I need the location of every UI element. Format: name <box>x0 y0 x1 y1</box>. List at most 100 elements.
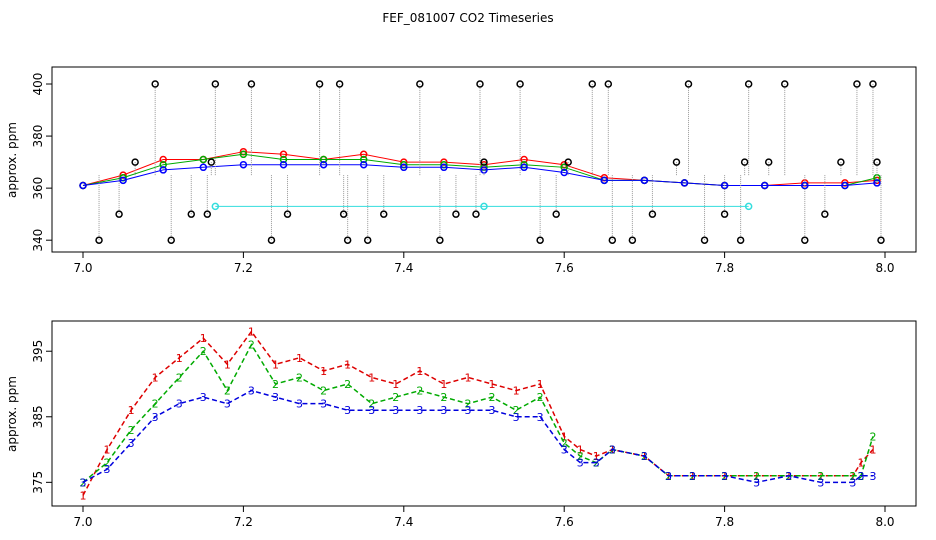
series-3-label: 3 <box>753 476 760 489</box>
series-3-point <box>720 181 729 190</box>
series-1-label: 1 <box>464 371 471 384</box>
series-1-label: 1 <box>248 326 255 339</box>
calibration-point <box>869 80 877 88</box>
bottom-x-axis: 7.0 7.2 7.4 7.6 7.8 8.0 <box>73 506 895 529</box>
series-3-line <box>82 389 873 484</box>
y-tick-label: 385 <box>31 405 45 428</box>
series-3-point <box>359 160 368 169</box>
series-3-label: 3 <box>593 457 600 470</box>
calibration-point <box>516 80 524 88</box>
series-3-label: 3 <box>320 398 327 411</box>
series-1-label: 1 <box>296 352 303 365</box>
series-3-label: 3 <box>641 450 648 463</box>
calibration-point <box>588 80 597 88</box>
series-1-label: 1 <box>857 457 864 470</box>
series-1-label: 1 <box>224 358 231 371</box>
series-3-label: 3 <box>440 404 447 417</box>
series-2-point <box>279 155 288 164</box>
calibration-point <box>476 80 484 88</box>
series-3-point <box>600 176 609 185</box>
top-plot-frame <box>51 66 917 253</box>
y-tick-label: 360 <box>31 177 45 200</box>
calibration-point <box>211 80 220 88</box>
series-2-label: 2 <box>320 385 327 398</box>
calibration-point <box>764 158 773 166</box>
series-3-point <box>801 181 809 190</box>
series-1-label: 1 <box>344 358 351 371</box>
series-2-point <box>199 155 208 164</box>
series-2-label: 2 <box>817 470 824 483</box>
calibration-point <box>339 210 348 218</box>
series-3-label: 3 <box>128 437 135 450</box>
series-3-point <box>440 163 448 172</box>
calibration-point <box>452 210 460 218</box>
series-1-label: 1 <box>577 444 584 457</box>
series-3-point <box>841 181 849 190</box>
top-x-axis: 7.0 7.2 7.4 7.6 7.8 8.0 <box>73 252 895 275</box>
calibration-point <box>480 158 488 166</box>
series-2-label: 2 <box>104 457 111 470</box>
calibration-point <box>564 158 572 166</box>
series-2-label: 2 <box>513 404 520 417</box>
calibration-point <box>744 80 753 88</box>
series-1-label: 1 <box>128 404 135 417</box>
series-3-label: 3 <box>689 470 696 483</box>
calibration-point <box>167 236 175 244</box>
series-2-line <box>82 343 874 483</box>
series-1-label: 1 <box>176 352 183 365</box>
y-tick-label: 400 <box>31 73 45 96</box>
calibration-point <box>335 80 344 88</box>
calibration-point <box>207 158 216 166</box>
calibration-point <box>604 80 613 88</box>
series-3-label: 3 <box>857 470 864 483</box>
calibration-point <box>781 80 789 88</box>
series-1-label: 1 <box>440 378 447 391</box>
series-1-label: 1 <box>80 489 87 502</box>
series-2-label: 2 <box>200 345 207 358</box>
series-3-label: 3 <box>272 391 279 404</box>
series-2-label: 2 <box>344 378 351 391</box>
calibration-point <box>608 236 617 244</box>
series-2-point <box>319 155 328 164</box>
calibration-point <box>552 210 560 218</box>
x-tick-label: 7.6 <box>555 515 574 529</box>
series-1-label: 1 <box>537 378 544 391</box>
x-tick-label: 7.0 <box>73 515 92 529</box>
series-1-label: 1 <box>320 365 327 378</box>
series-2-label: 2 <box>857 470 864 483</box>
series-2-label: 2 <box>561 437 568 450</box>
series-3-point <box>680 179 689 187</box>
series-2-point <box>159 160 167 169</box>
calibration-point <box>315 80 324 88</box>
series-1-point <box>359 150 368 159</box>
calibration-point <box>283 210 292 218</box>
bottom-plot-frame <box>51 320 917 507</box>
series-3-label: 3 <box>577 457 584 470</box>
calibration-point <box>267 236 276 244</box>
series-3-label: 3 <box>224 398 231 411</box>
series-3-label: 3 <box>785 470 792 483</box>
calibration-point <box>472 210 480 218</box>
series-3-label: 3 <box>665 470 672 483</box>
calibration-point <box>801 236 809 244</box>
calibration-point <box>740 158 749 166</box>
series-2-label: 2 <box>80 476 87 489</box>
x-tick-label: 7.2 <box>234 515 253 529</box>
series-3-label: 3 <box>416 404 423 417</box>
calibration-point <box>853 80 861 88</box>
series-3-label: 3 <box>489 404 496 417</box>
calibration-point <box>380 210 388 218</box>
series-3-label: 3 <box>513 411 520 424</box>
series-2-label: 2 <box>368 398 375 411</box>
calibration-point <box>115 210 123 218</box>
series-3-point <box>239 160 248 169</box>
calibration-point <box>131 158 139 166</box>
series-3-point <box>873 179 881 187</box>
x-tick-label: 7.2 <box>234 261 253 275</box>
series-2-label: 2 <box>272 378 279 391</box>
chart-title: FEF_081007 CO2 Timeseries <box>382 11 553 25</box>
calibration-point <box>628 236 637 244</box>
series-2-label: 2 <box>416 385 423 398</box>
